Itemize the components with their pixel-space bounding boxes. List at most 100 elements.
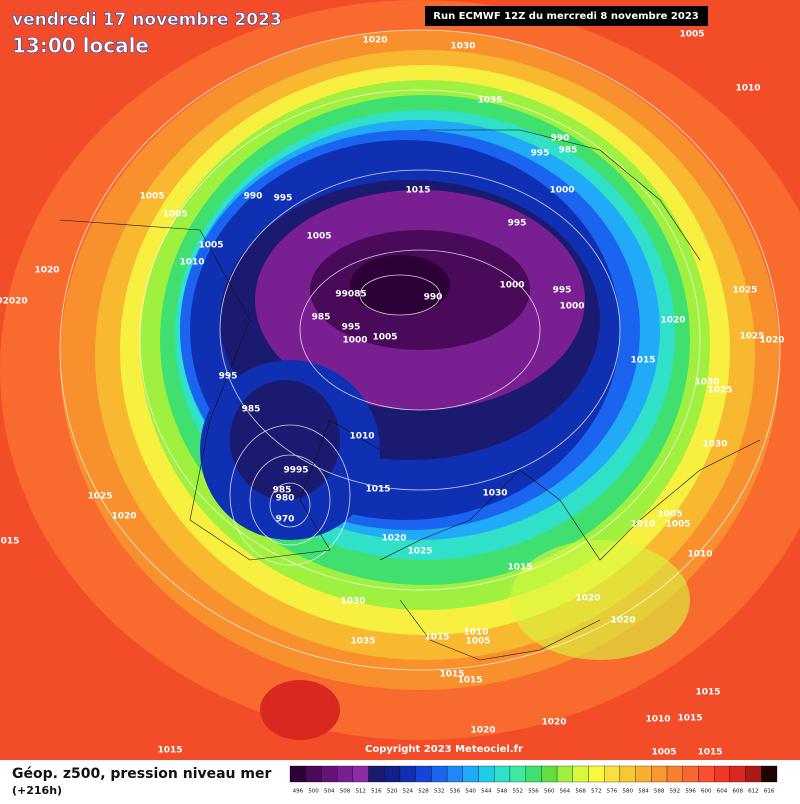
colorbar-label: 512 xyxy=(355,789,366,795)
colorbar-swatch xyxy=(556,765,573,783)
isobar-label: 1025 xyxy=(87,492,112,502)
isobar-label: 1020 xyxy=(362,36,387,46)
isobar-label: 1000 xyxy=(342,336,367,346)
colorbar-label: 500 xyxy=(308,789,319,795)
isobar-label: 1020 xyxy=(541,718,566,728)
isobar-label: 1035 xyxy=(350,637,375,647)
colorbar-label: 596 xyxy=(685,789,696,795)
colorbar-label: 536 xyxy=(450,789,461,795)
isobar-label: 1000 xyxy=(499,281,524,291)
isobar-label: 990 xyxy=(244,192,263,202)
isobar-label: 995 xyxy=(219,372,238,382)
colorbar-label: 564 xyxy=(560,789,571,795)
header: vendredi 17 novembre 2023 13:00 locale R… xyxy=(12,6,708,58)
colorbar-swatch xyxy=(305,765,322,783)
isobar-label: 1020 xyxy=(34,266,59,276)
isobar-label: 995 xyxy=(508,219,527,229)
run-info: Run ECMWF 12Z du mercredi 8 novembre 202… xyxy=(433,11,699,22)
colorbar-label: 544 xyxy=(481,789,492,795)
colorbar-label: 532 xyxy=(434,789,445,795)
isobar-label: 1000 xyxy=(549,186,574,196)
isobar-label: 990 xyxy=(424,293,443,303)
colorbar-swatch xyxy=(321,765,338,783)
isobar-label: 985 xyxy=(559,146,578,156)
colorbar-label: 496 xyxy=(293,789,304,795)
colorbar-swatch xyxy=(368,765,385,783)
colorbar-swatch xyxy=(446,765,463,783)
colorbar-swatch xyxy=(399,765,416,783)
isobar-label: 1020 xyxy=(610,616,635,626)
isobar-label: 1025 xyxy=(407,547,432,557)
isobar-label: 970 xyxy=(276,515,295,525)
colorbar-label: 604 xyxy=(717,789,728,795)
isobar-label: 1030 xyxy=(702,440,727,450)
colorbar-label: 552 xyxy=(513,789,524,795)
isobar-label: 1005 xyxy=(657,510,682,520)
colorbar: 496 500 504 508 512 516 520 524 528 532 536 540 544 5… xyxy=(289,765,778,795)
legend-subtitle: (+216h) xyxy=(12,784,62,797)
isobar-label: 985 xyxy=(312,313,331,323)
colorbar-swatch xyxy=(604,765,621,783)
colorbar-label: 584 xyxy=(638,789,649,795)
colorbar-swatch xyxy=(761,765,778,783)
coastlines xyxy=(59,129,761,661)
isobar-label: 1015 xyxy=(630,356,655,366)
isobar-label: 1015 xyxy=(677,714,702,724)
colorbar-swatch xyxy=(714,765,731,783)
colorbar-label: 528 xyxy=(418,789,429,795)
isobar-label: 1030 xyxy=(482,489,507,499)
isobar-label: 1005 xyxy=(139,192,164,202)
isobar-label: 1015 xyxy=(424,633,449,643)
isobar-label: 1005 xyxy=(306,232,331,242)
isobar-label: 1020 xyxy=(111,512,136,522)
isobar-label: 985 xyxy=(242,405,261,415)
isobar-label: 1010 xyxy=(179,258,204,268)
isobar-label: 995 xyxy=(553,286,572,296)
isobar-label: 1010 xyxy=(630,520,655,530)
isobar-label: 1010 xyxy=(349,432,374,442)
isobar-label: 99085 xyxy=(335,290,366,300)
isobar-label: 1005 xyxy=(651,748,676,758)
isobars xyxy=(59,29,781,671)
isobar-label: 995 xyxy=(531,149,550,159)
colorbar-label: 568 xyxy=(575,789,586,795)
colorbar-swatch xyxy=(352,765,369,783)
isobar-label: 1005 xyxy=(372,333,397,343)
colorbar-label: 608 xyxy=(732,789,743,795)
isobar-label: 1030 xyxy=(450,42,475,52)
colorbar-label: 576 xyxy=(607,789,618,795)
isobar-label: 1025 xyxy=(732,286,757,296)
isobar-label: 1020 xyxy=(381,534,406,544)
isobar-label: 1010 xyxy=(735,84,760,94)
isobar-label: 1015 xyxy=(157,746,182,756)
isobar-label: 995 xyxy=(342,323,361,333)
colorbar-swatch xyxy=(415,765,432,783)
isobar-label: 1010 xyxy=(463,628,488,638)
colorbar-swatch xyxy=(635,765,652,783)
isobar-label: 1015 xyxy=(507,563,532,573)
isobar-label: 1010 xyxy=(687,550,712,560)
colorbar-label: 612 xyxy=(748,789,759,795)
colorbar-label: 556 xyxy=(528,789,539,795)
colorbar-swatch xyxy=(336,765,353,783)
isobar-label: 985 xyxy=(273,486,292,496)
colorbar-label: 572 xyxy=(591,789,602,795)
colorbar-swatch xyxy=(651,765,668,783)
isobar-label: 990 xyxy=(551,134,570,144)
colorbar-swatch xyxy=(698,765,715,783)
colorbar-label: 548 xyxy=(497,789,508,795)
isobar-label: 1015 xyxy=(697,748,722,758)
colorbar-swatch xyxy=(745,765,762,783)
colorbar-swatch xyxy=(619,765,636,783)
colorbar-swatch xyxy=(289,765,306,783)
isobar-label: 1020 xyxy=(759,336,784,346)
colorbar-swatch xyxy=(478,765,495,783)
isobar-label: 1020 xyxy=(470,726,495,736)
colorbar-swatch xyxy=(494,765,511,783)
isobar-label: 1015 xyxy=(405,186,430,196)
isobar-label: 015 xyxy=(1,537,20,547)
isobar-label: 1005 xyxy=(665,520,690,530)
isobar-label: 9995 xyxy=(283,466,308,476)
